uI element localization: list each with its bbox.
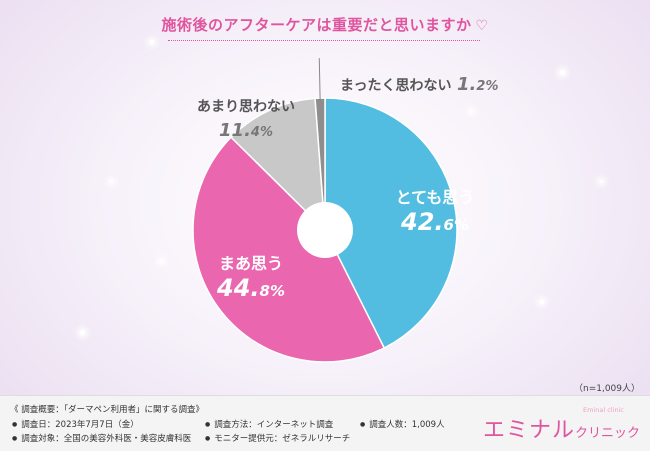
leader-line — [318, 58, 321, 103]
sparkle — [110, 180, 113, 183]
sample-size: （n=1,009人） — [573, 384, 640, 394]
donut-hole — [297, 202, 353, 258]
slice-percent: 11.4% — [219, 120, 273, 141]
pie-slice-0 — [324, 97, 458, 349]
pie-slice-2 — [230, 97, 326, 232]
sparkle — [150, 40, 154, 44]
brand-logo: Eminal clinic エミナルクリニック — [482, 406, 640, 444]
survey-provider: モニター提供元：ゼネラルリサーチ — [205, 432, 350, 444]
sparkle — [540, 300, 544, 304]
survey-footer: 《 調査概要：「ダーマペン利用者」に関する調査》 調査日：2023年7月7日（金… — [0, 395, 650, 451]
slice-label-amari: あまり思わない 11.4% — [186, 96, 306, 141]
slice-percent: 42.6% — [401, 208, 469, 236]
survey-method: 調査方法：インターネット調査 — [205, 418, 333, 430]
sparkle — [160, 260, 163, 263]
slice-name: あまり思わない — [197, 99, 295, 115]
slice-label-maa: まあ思う 44.8% — [208, 250, 294, 302]
slice-label-totemo: とても思う 42.6% — [392, 184, 478, 236]
survey-target: 調査対象：全国の美容外科医・美容皮膚科医 — [12, 432, 191, 444]
survey-heading: 《 調査概要：「ダーマペン利用者」に関する調査》 — [10, 405, 204, 415]
survey-count: 調査人数：1,009人 — [360, 418, 444, 430]
brand-kana: クリニック — [574, 426, 640, 441]
slice-name: まったく思わない — [340, 78, 452, 94]
heart-icon: ♡ — [475, 18, 489, 34]
sparkle — [600, 180, 603, 183]
slice-name: まあ思う — [218, 254, 283, 273]
brand-subtitle: Eminal clinic — [582, 406, 624, 414]
pie-slice-1 — [192, 136, 386, 363]
slice-name: とても思う — [395, 188, 475, 207]
sparkle — [470, 110, 473, 113]
survey-date: 調査日：2023年7月7日（金） — [12, 418, 138, 430]
chart-title: 施術後のアフターケアは重要だと思いますか ♡ — [0, 14, 650, 35]
title-underline — [168, 40, 480, 41]
sparkle — [80, 330, 85, 335]
slices-group — [192, 97, 458, 363]
chart-title-text: 施術後のアフターケアは重要だと思いますか — [161, 16, 472, 34]
brand-name: エミナル — [482, 418, 575, 443]
sparkle — [560, 70, 565, 75]
slice-label-mattaku: まったく思わない 1.2% — [340, 74, 498, 95]
slice-percent: 1.2% — [457, 74, 499, 95]
slice-percent: 44.8% — [217, 274, 285, 302]
